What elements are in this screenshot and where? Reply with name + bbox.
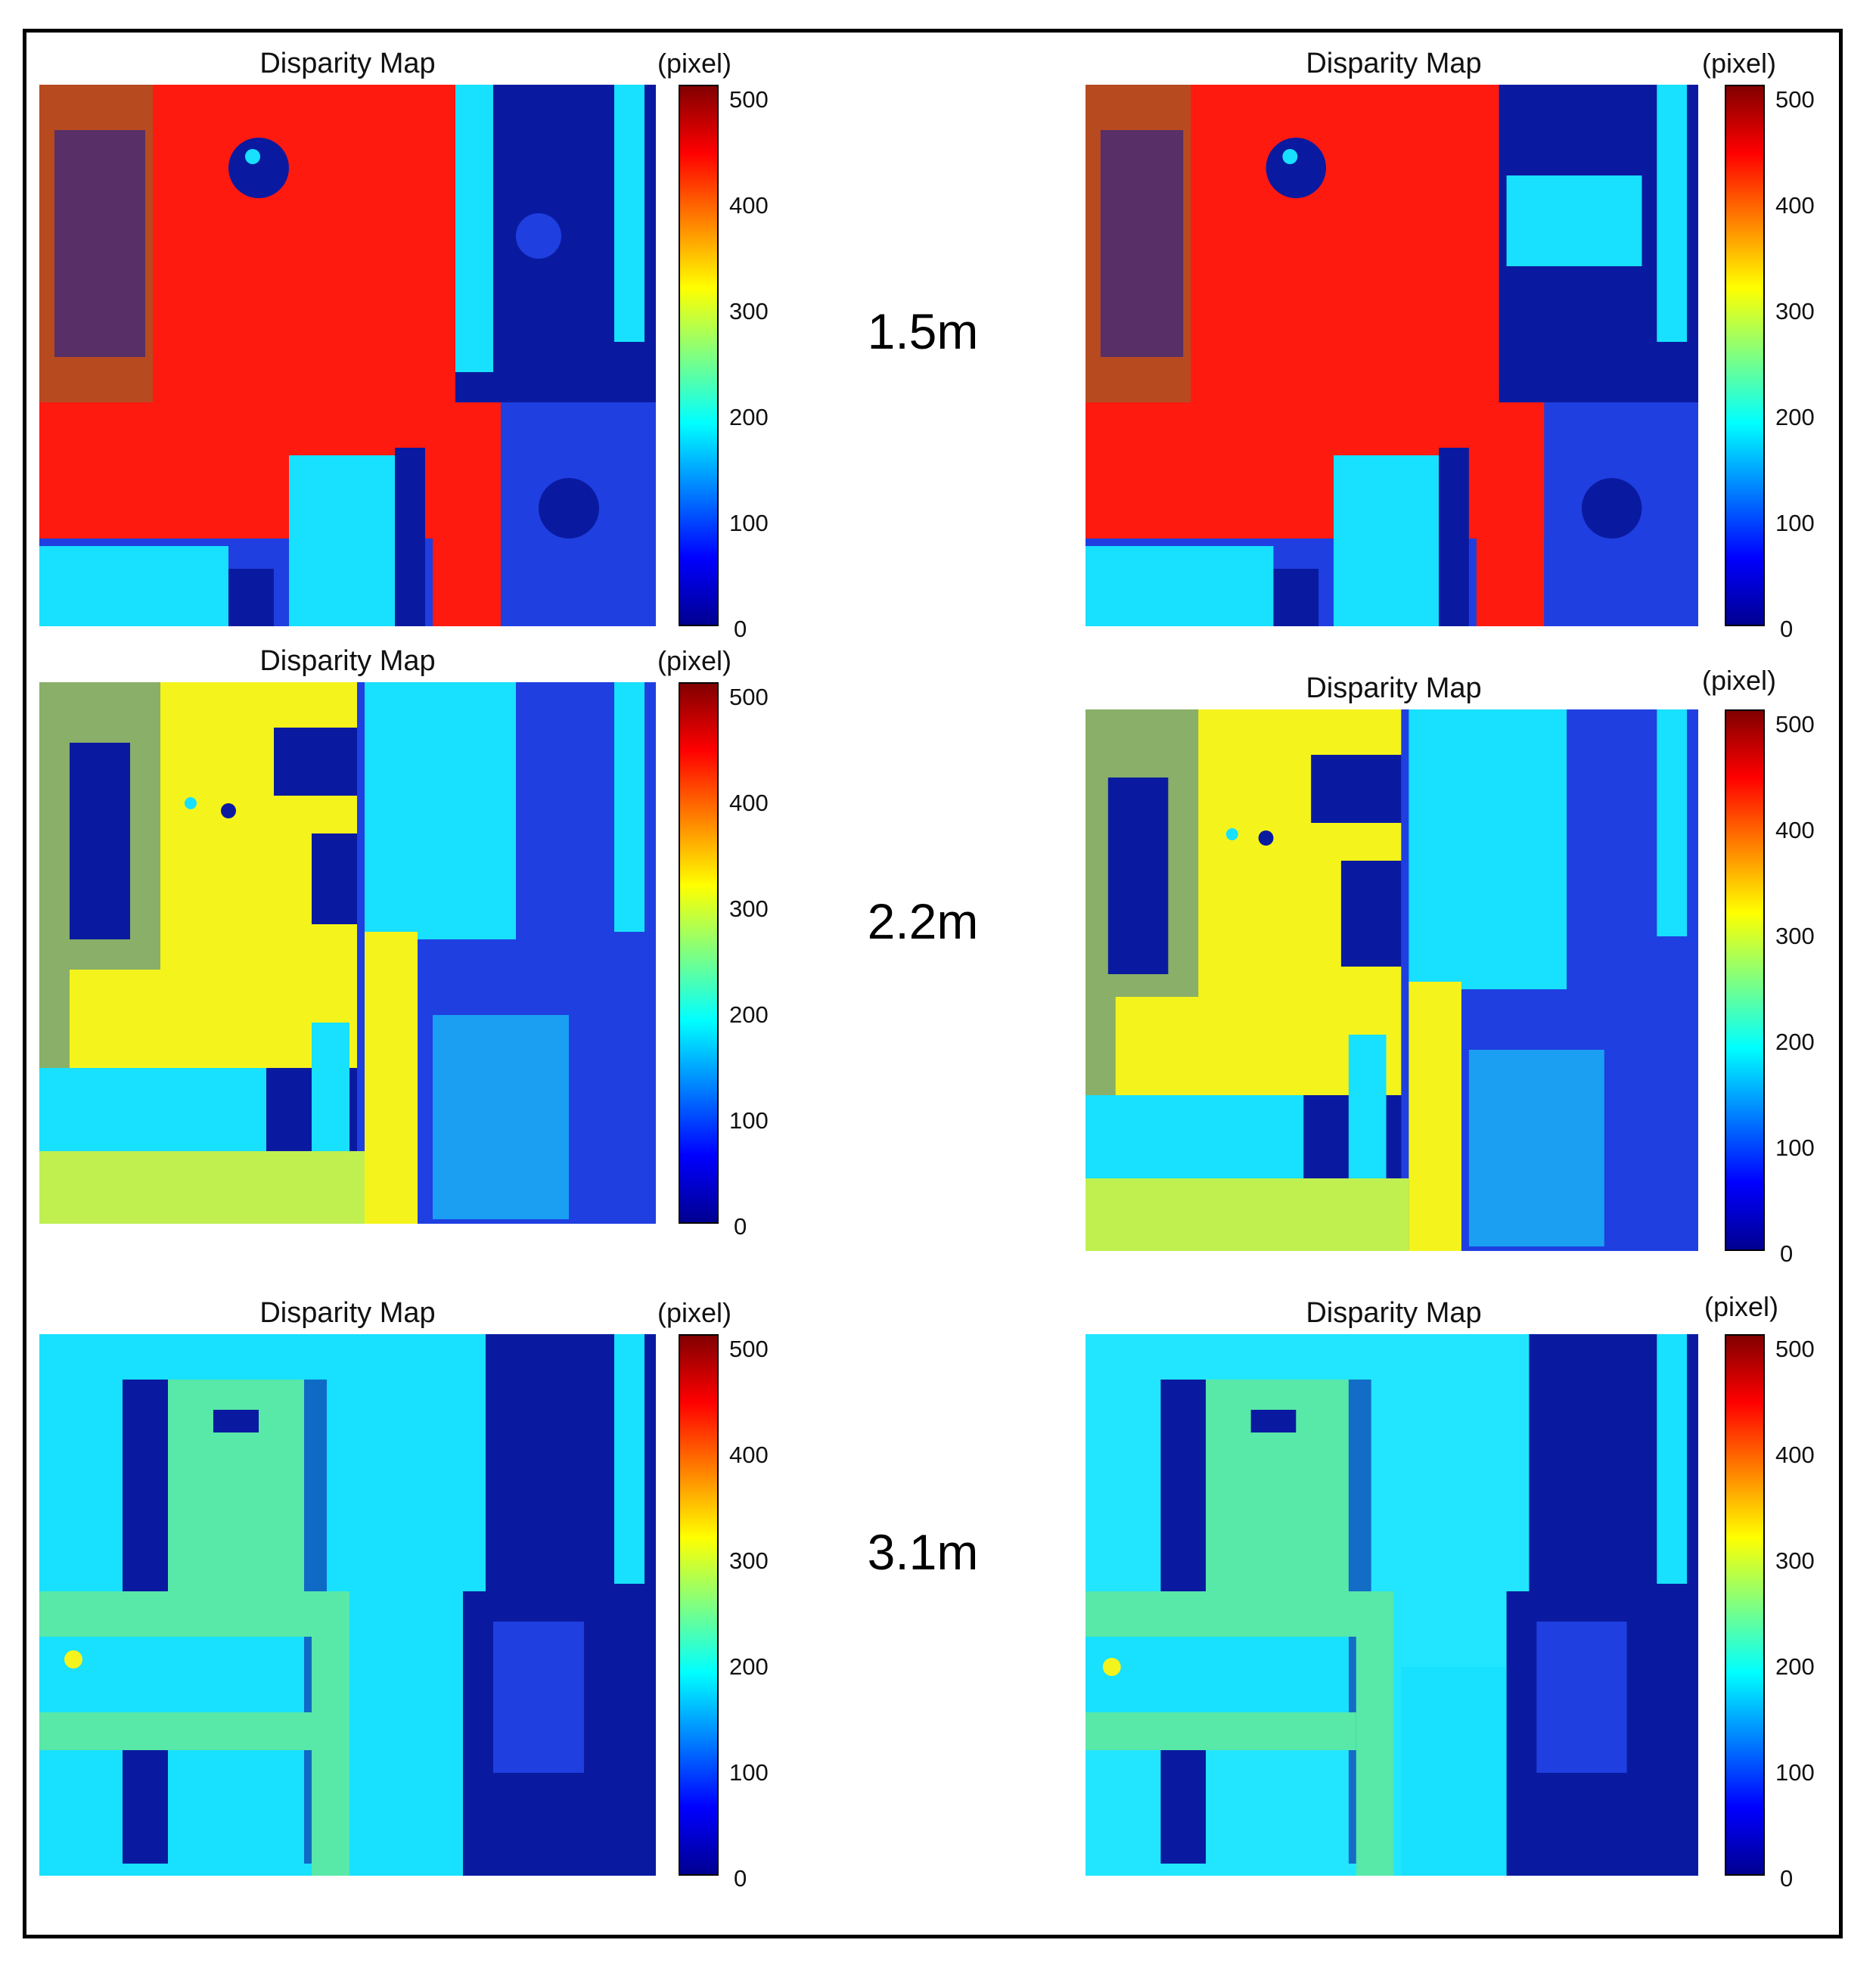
colorbar-tick-label: 200 — [1775, 1653, 1815, 1680]
panel-title: Disparity Map — [1306, 672, 1482, 704]
colorbar-tick-label: 400 — [729, 790, 769, 816]
colorbar-tick-label: 100 — [729, 1107, 769, 1134]
colorbar-tick-label: 100 — [729, 510, 769, 536]
colorbar-tick-label: 300 — [729, 1547, 769, 1574]
colorbar-tick-label: 300 — [1775, 923, 1815, 949]
panel-title: Disparity Map — [259, 48, 436, 79]
panel-title: Disparity Map — [1306, 48, 1482, 79]
disparity-map-image — [1086, 1334, 1698, 1876]
distance-label: 1.5m — [867, 303, 979, 359]
figure-frame — [23, 29, 1843, 1938]
colorbar-tick-label: 100 — [1775, 1759, 1815, 1786]
colorbar-tick-label: 500 — [1775, 711, 1815, 737]
distance-label: 2.2m — [867, 893, 979, 949]
colorbar-tick-label: 500 — [1775, 86, 1815, 113]
distance-label: 3.1m — [867, 1524, 979, 1580]
disparity-map-image — [1086, 709, 1698, 1251]
disparity-map-image — [39, 85, 656, 626]
colorbar-unit-label: (pixel) — [1704, 1291, 1779, 1322]
colorbar-tick-label: 500 — [729, 1336, 769, 1362]
disparity-map-image — [1086, 85, 1698, 626]
colorbar-tick-label: 200 — [729, 404, 769, 430]
colorbar-tick-label: 0 — [734, 616, 747, 642]
colorbar-tick-label: 200 — [1775, 404, 1815, 430]
disparity-map-image — [39, 1334, 656, 1876]
colorbar-unit-label: (pixel) — [657, 645, 732, 676]
colorbar-tick-label: 0 — [1780, 1240, 1794, 1267]
colorbar — [679, 1334, 719, 1876]
colorbar-tick-label: 100 — [1775, 510, 1815, 536]
colorbar-tick-label: 400 — [1775, 192, 1815, 219]
colorbar — [1725, 709, 1765, 1251]
colorbar-tick-label: 200 — [729, 1653, 769, 1680]
colorbar-tick-label: 100 — [729, 1759, 769, 1786]
colorbar-tick-label: 0 — [1780, 1865, 1794, 1892]
panel-row2-right: Disparity Map (pixel) 500 400 300 200 10… — [1086, 665, 1842, 1267]
colorbar-tick-label: 0 — [1780, 616, 1794, 642]
colorbar-unit-label: (pixel) — [657, 1297, 732, 1328]
colorbar-tick-label: 200 — [729, 1001, 769, 1028]
colorbar-tick-label: 400 — [729, 192, 769, 219]
colorbar-tick-label: 200 — [1775, 1029, 1815, 1055]
colorbar-tick-label: 0 — [734, 1865, 747, 1892]
colorbar-tick-label: 300 — [729, 895, 769, 922]
panel-title: Disparity Map — [259, 1297, 436, 1329]
disparity-map-image — [39, 682, 656, 1224]
colorbar-tick-label: 0 — [734, 1213, 747, 1240]
colorbar-tick-label: 500 — [729, 684, 769, 710]
panel-row3-right: Disparity Map (pixel) 500 400 300 200 10… — [1086, 1291, 1842, 1892]
colorbar-tick-label: 400 — [729, 1442, 769, 1468]
panel-row1-left: Disparity Map (pixel) 500 400 300 200 10… — [39, 47, 796, 642]
colorbar-unit-label: (pixel) — [1702, 665, 1777, 696]
panel-row1-right: Disparity Map (pixel) 500 400 300 200 10… — [1086, 47, 1842, 642]
colorbar-unit-label: (pixel) — [657, 48, 732, 79]
panel-title: Disparity Map — [259, 645, 436, 677]
colorbar — [1725, 85, 1765, 626]
colorbar-unit-label: (pixel) — [1702, 48, 1777, 79]
colorbar-tick-label: 100 — [1775, 1134, 1815, 1161]
panel-title: Disparity Map — [1306, 1297, 1482, 1329]
colorbar-tick-label: 400 — [1775, 817, 1815, 843]
colorbar-tick-label: 400 — [1775, 1442, 1815, 1468]
colorbar-tick-label: 300 — [1775, 1547, 1815, 1574]
colorbar-tick-label: 500 — [729, 86, 769, 113]
colorbar-tick-label: 300 — [729, 298, 769, 324]
colorbar-tick-label: 500 — [1775, 1336, 1815, 1362]
colorbar-tick-label: 300 — [1775, 298, 1815, 324]
colorbar — [679, 85, 719, 626]
colorbar — [1725, 1334, 1765, 1876]
panel-row2-left: Disparity Map (pixel) 500 400 300 200 10… — [39, 644, 796, 1240]
colorbar — [679, 682, 719, 1224]
panel-row3-left: Disparity Map (pixel) 500 400 300 200 10… — [39, 1296, 796, 1892]
